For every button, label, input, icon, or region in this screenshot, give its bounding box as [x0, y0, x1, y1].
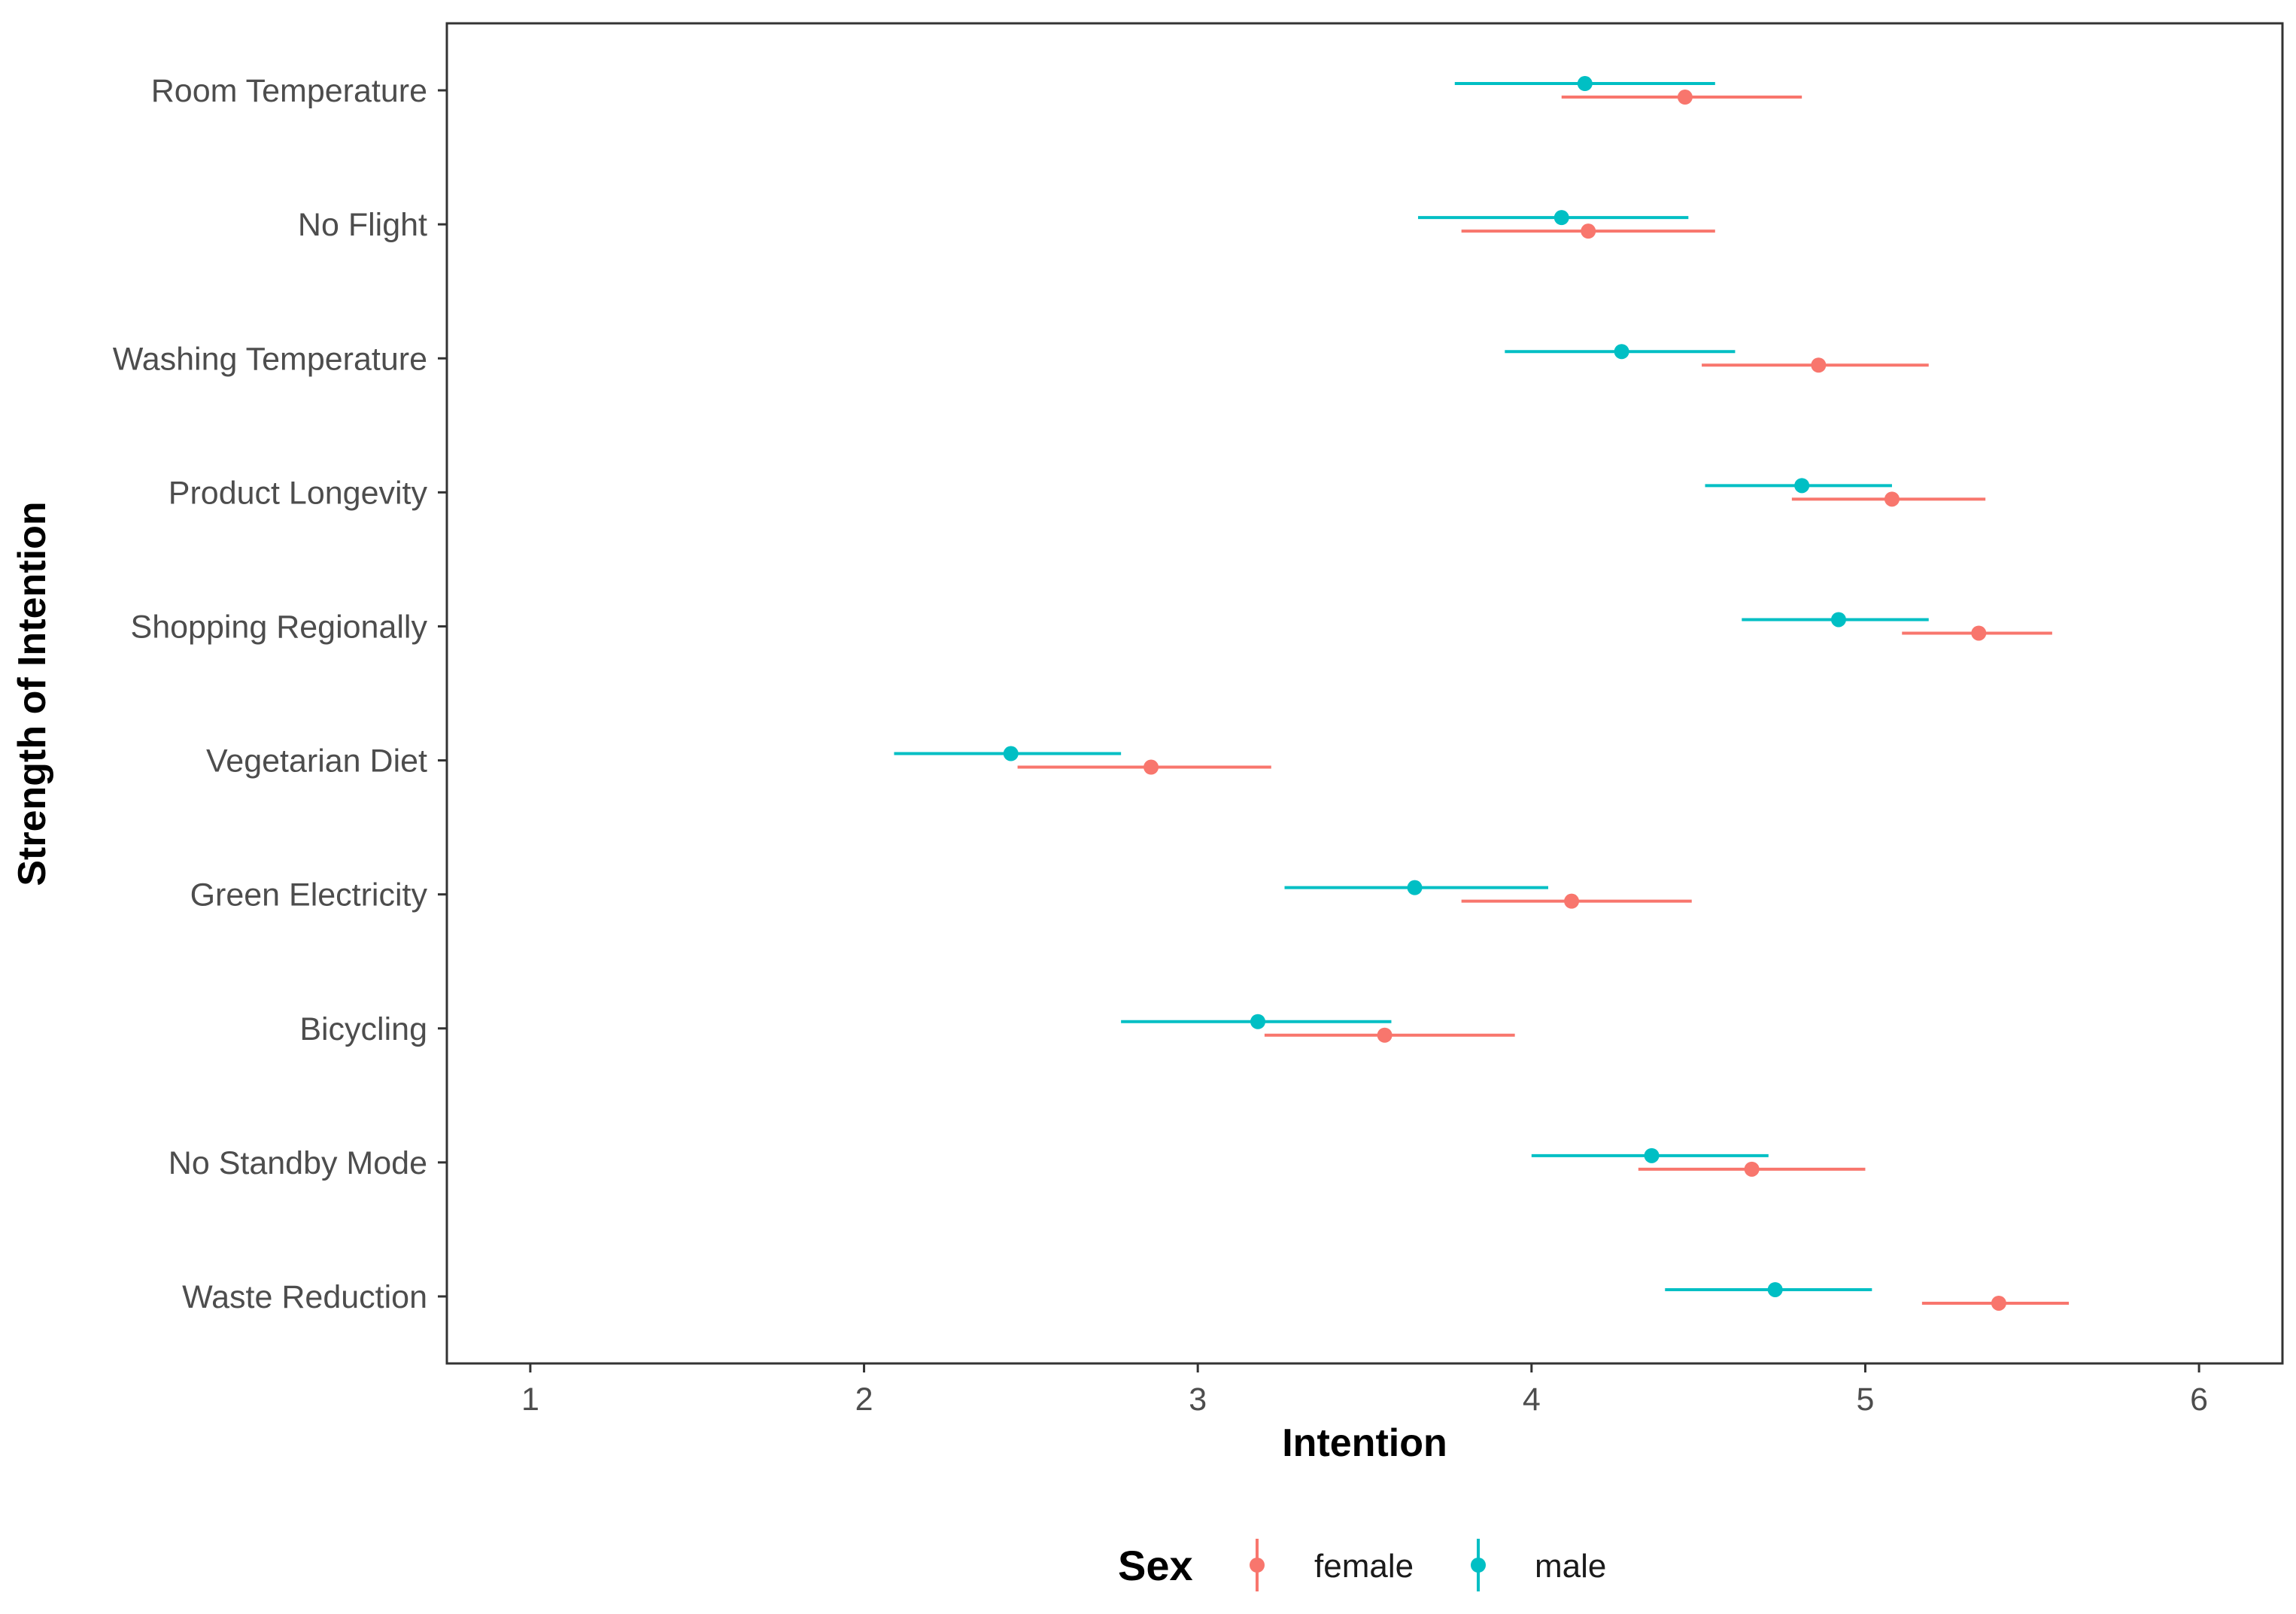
point-male-room-temperature [1577, 76, 1593, 92]
y-tick-label-green-electricity: Green Electricity [190, 877, 428, 913]
x-tick-label-6: 6 [2190, 1381, 2208, 1418]
point-female-vegetarian-diet [1143, 759, 1159, 775]
y-axis-title: Strength of Intention [11, 501, 54, 886]
y-tick-label-vegetarian-diet: Vegetarian Diet [206, 743, 427, 780]
x-tick-label-5: 5 [1856, 1381, 1874, 1418]
point-male-waste-reduction [1767, 1281, 1783, 1297]
y-tick-label-no-flight: No Flight [298, 207, 427, 243]
legend-key-female [1250, 1539, 1265, 1591]
point-male-shopping-regionally [1830, 612, 1846, 628]
x-axis-title: Intention [1282, 1421, 1447, 1465]
point-male-vegetarian-diet [1003, 746, 1019, 761]
y-tick-label-washing-temperature: Washing Temperature [113, 341, 427, 377]
point-male-product-longevity [1794, 478, 1810, 494]
y-tick-label-product-longevity: Product Longevity [169, 475, 428, 511]
point-female-no-standby-mode [1744, 1161, 1760, 1177]
legend-key-male [1471, 1539, 1486, 1591]
legend-title: Sex [1118, 1542, 1193, 1589]
data-marks [894, 76, 2070, 1311]
point-female-no-flight [1581, 223, 1596, 239]
legend-label-female: female [1314, 1548, 1414, 1585]
y-tick-label-shopping-regionally: Shopping Regionally [131, 609, 428, 645]
point-female-shopping-regionally [1971, 625, 1987, 641]
x-tick-label-4: 4 [1523, 1381, 1541, 1418]
legend-male-point [1471, 1558, 1486, 1573]
point-female-waste-reduction [1991, 1295, 2006, 1311]
point-male-washing-temperature [1614, 344, 1629, 360]
x-axis: 1 2 3 4 5 6 [521, 1363, 2208, 1418]
point-female-washing-temperature [1811, 357, 1827, 373]
legend: Sex female male [1118, 1539, 1606, 1591]
x-tick-label-2: 2 [855, 1381, 873, 1418]
point-female-product-longevity [1884, 491, 1900, 507]
point-male-no-standby-mode [1644, 1147, 1660, 1163]
legend-label-male: male [1535, 1548, 1606, 1585]
y-tick-label-room-temperature: Room Temperature [151, 73, 427, 109]
point-male-no-flight [1553, 210, 1569, 226]
legend-female-point [1250, 1558, 1265, 1573]
plot-panel-border [445, 22, 2284, 1365]
y-tick-label-no-standby-mode: No Standby Mode [169, 1145, 427, 1181]
y-axis: Room Temperature No Flight Washing Tempera… [113, 73, 447, 1315]
point-female-bicycling [1377, 1027, 1392, 1043]
x-tick-label-3: 3 [1189, 1381, 1207, 1418]
point-female-room-temperature [1677, 90, 1693, 105]
y-tick-label-waste-reduction: Waste Reduction [182, 1279, 427, 1315]
x-tick-label-1: 1 [521, 1381, 539, 1418]
y-tick-label-bicycling: Bicycling [299, 1011, 427, 1047]
point-male-green-electricity [1407, 880, 1423, 895]
point-female-green-electricity [1564, 893, 1580, 909]
point-male-bicycling [1250, 1014, 1266, 1029]
